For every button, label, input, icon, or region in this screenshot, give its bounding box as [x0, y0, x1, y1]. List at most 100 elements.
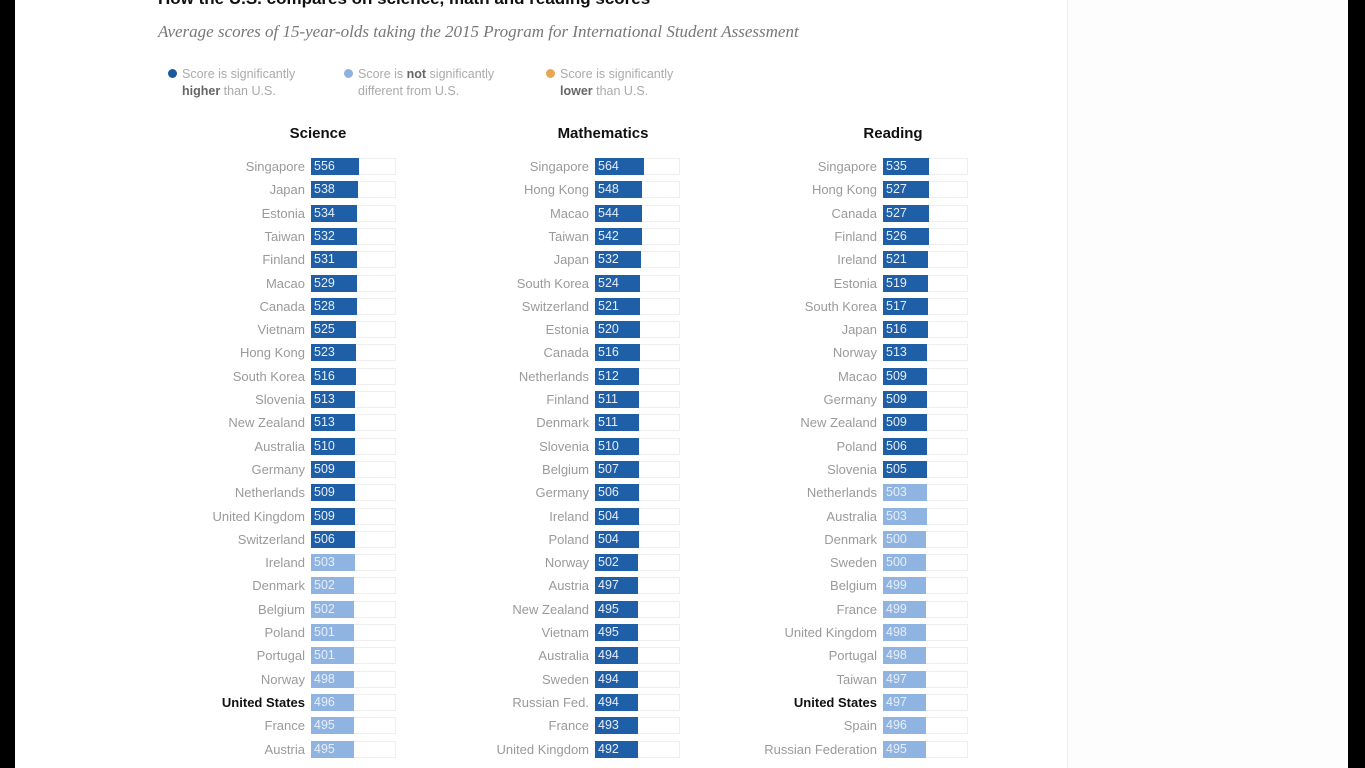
score-value: 506 [598, 485, 619, 500]
score-value: 498 [886, 625, 907, 639]
score-value: 516 [886, 322, 907, 337]
country-label: Denmark [824, 531, 877, 547]
science-row: Macao 529 [15, 274, 396, 294]
score-value: 535 [886, 159, 907, 173]
score-bar: 509 [311, 507, 355, 525]
score-value: 532 [314, 228, 335, 243]
score-value: 505 [886, 461, 907, 476]
legend-text: Score is significantly [182, 67, 296, 81]
country-label: Vietnam [257, 322, 305, 338]
score-bar: 509 [883, 414, 927, 432]
score-value: 527 [886, 205, 907, 220]
country-label: Canada [543, 345, 589, 361]
score-bar: 532 [311, 227, 357, 245]
score-value: 506 [314, 531, 335, 546]
legend-text: significantly [426, 67, 495, 81]
science-row: United States 496 [15, 693, 396, 713]
score-bar: 492 [595, 740, 638, 758]
science-row: New Zealand 513 [15, 414, 396, 433]
score-value: 527 [886, 182, 907, 197]
country-label: South Korea [516, 275, 589, 291]
score-bar: 495 [595, 600, 638, 618]
country-label: Germany [535, 485, 589, 501]
score-value: 509 [886, 415, 907, 430]
mathematics-row: United Kingdom 492 [15, 740, 680, 760]
score-bar: 528 [311, 297, 357, 315]
country-label: Macao [265, 275, 305, 291]
reading-row: Spain 496 [15, 717, 968, 736]
mathematics-row: Denmark 511 [15, 414, 680, 433]
country-label: Sweden [542, 671, 589, 687]
country-label: Hong Kong [523, 182, 589, 198]
score-value: 494 [598, 648, 619, 663]
score-value: 497 [598, 578, 619, 593]
country-label: Norway [544, 555, 589, 571]
legend-text: Score is [358, 67, 407, 81]
score-value: 542 [598, 228, 619, 243]
reading-row: New Zealand 509 [15, 414, 968, 433]
score-bar: 509 [311, 460, 355, 478]
mathematics-header: Mathematics [557, 125, 649, 142]
page: How the U.S. compares on science, math a… [15, 0, 1348, 768]
reading-row: Denmark 500 [15, 530, 968, 550]
reading-row: South Korea 517 [15, 297, 968, 317]
score-bar: 509 [311, 484, 355, 502]
science-row: Singapore 556 [15, 158, 396, 177]
score-value: 495 [314, 741, 335, 756]
score-value: 500 [886, 531, 907, 546]
score-value: 564 [598, 159, 619, 173]
score-bar: 497 [883, 693, 926, 711]
mathematics-row: Ireland 504 [15, 507, 680, 527]
country-label: Switzerland [521, 298, 589, 314]
legend-dot-not-different [344, 69, 353, 78]
country-label: United Kingdom [784, 625, 878, 640]
country-label: Ireland [837, 252, 877, 268]
country-label: Norway [260, 671, 305, 687]
legend-dot-higher [168, 69, 177, 78]
score-bar: 513 [883, 344, 928, 362]
score-bar: 501 [311, 624, 355, 641]
score-value: 497 [886, 694, 907, 709]
country-label: France [836, 601, 877, 617]
score-value: 510 [598, 438, 619, 453]
score-bar: 513 [311, 391, 356, 408]
country-label: United Kingdom [212, 508, 306, 524]
reading-row: United States 497 [15, 693, 968, 713]
reading-row: Singapore 535 [15, 158, 968, 177]
score-bar: 529 [311, 274, 357, 292]
science-row: Germany 509 [15, 460, 396, 480]
mathematics-row: Austria 497 [15, 577, 680, 596]
country-label: Netherlands [234, 485, 305, 501]
mathematics-row: Germany 506 [15, 484, 680, 503]
score-value: 534 [314, 205, 335, 220]
reading-row: Netherlands 503 [15, 484, 968, 503]
country-label: Japan [553, 252, 589, 268]
legend-bold: higher [182, 84, 221, 98]
chart-subtitle: Average scores of 15-year-olds taking th… [158, 22, 799, 41]
score-bar: 502 [311, 577, 355, 595]
score-value: 524 [598, 275, 619, 290]
country-label: Finland [546, 392, 589, 407]
legend-text: Score is significantly [560, 67, 674, 81]
score-bar: 507 [595, 460, 639, 478]
score-bar: 532 [595, 251, 641, 269]
score-bar: 523 [311, 344, 357, 362]
reading-row: France 499 [15, 600, 968, 620]
science-row: Poland 501 [15, 624, 396, 643]
score-value: 507 [598, 461, 619, 476]
score-value: 520 [598, 322, 619, 337]
score-value: 495 [314, 718, 335, 733]
score-bar: 500 [883, 554, 927, 572]
country-label: New Zealand [512, 601, 589, 617]
science-row: Denmark 502 [15, 577, 396, 596]
country-label: Estonia [833, 275, 877, 291]
reading-row: Ireland 521 [15, 251, 968, 270]
score-value: 496 [886, 718, 907, 733]
science-row: Austria 495 [15, 740, 396, 760]
country-label: Portugal [256, 648, 305, 664]
mathematics-row: Belgium 507 [15, 460, 680, 480]
score-value: 532 [598, 252, 619, 267]
score-value: 493 [598, 718, 619, 733]
score-value: 497 [886, 671, 907, 686]
score-bar: 542 [595, 227, 642, 245]
